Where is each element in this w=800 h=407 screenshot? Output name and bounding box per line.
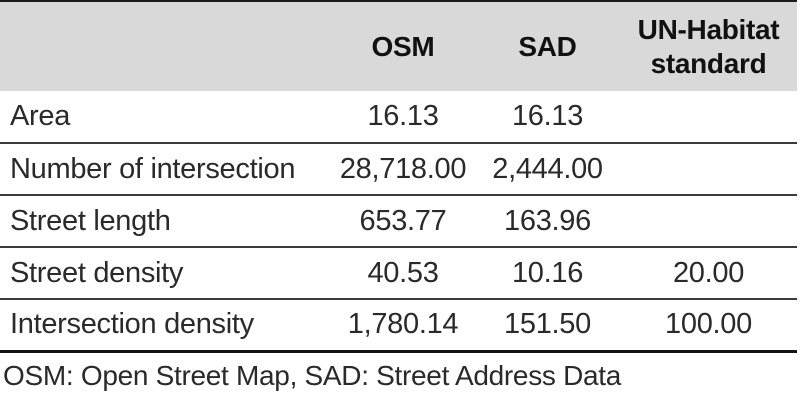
cell-sad: 151.50: [504, 308, 591, 341]
table-body: Area 16.13 16.13 Number of intersection …: [0, 91, 797, 351]
cell-sad: 163.96: [504, 204, 591, 237]
cell-osm: 1,780.14: [347, 308, 459, 341]
cell-osm: 40.53: [367, 256, 439, 289]
cell-sad: 16.13: [511, 100, 584, 132]
row-label: Number of intersection: [10, 152, 296, 185]
comparison-table: OSM SAD UN-Habitat standard Area 16.13 1…: [0, 0, 797, 351]
row-label: Area: [10, 100, 71, 132]
table-footnote: OSM: Open Street Map, SAD: Street Addres…: [3, 359, 622, 391]
column-header-un-habitat-standard: UN-Habitat standard: [637, 14, 780, 79]
table-header: OSM SAD UN-Habitat standard: [0, 1, 797, 91]
table-row-street-density: Street density 40.53 10.16 20.00: [0, 247, 797, 299]
cell-osm: 16.13: [367, 100, 439, 132]
row-label: Street density: [10, 256, 184, 289]
table-row-intersection-density: Intersection density 1,780.14 151.50 100…: [0, 299, 797, 351]
cell-un: 100.00: [665, 308, 752, 341]
row-label: Intersection density: [10, 308, 254, 341]
cell-un: [620, 195, 797, 247]
header-row: OSM SAD UN-Habitat standard: [0, 1, 797, 91]
cell-un: [620, 91, 797, 143]
column-header-osm: OSM: [371, 30, 435, 62]
cell-osm: 28,718.00: [339, 152, 467, 185]
cell-osm: 653.77: [359, 204, 447, 237]
table-row-street-length: Street length 653.77 163.96: [0, 195, 797, 247]
cell-sad: 10.16: [511, 256, 584, 289]
cell-un: 20.00: [672, 256, 745, 289]
column-header-sad: SAD: [518, 30, 577, 62]
cell-un: [620, 143, 797, 195]
cell-sad: 2,444.00: [492, 152, 603, 185]
table-row-number-of-intersection: Number of intersection 28,718.00 2,444.0…: [0, 143, 797, 195]
row-label: Street length: [10, 204, 171, 237]
column-header-blank: [0, 1, 331, 91]
table-row-area: Area 16.13 16.13: [0, 91, 797, 143]
